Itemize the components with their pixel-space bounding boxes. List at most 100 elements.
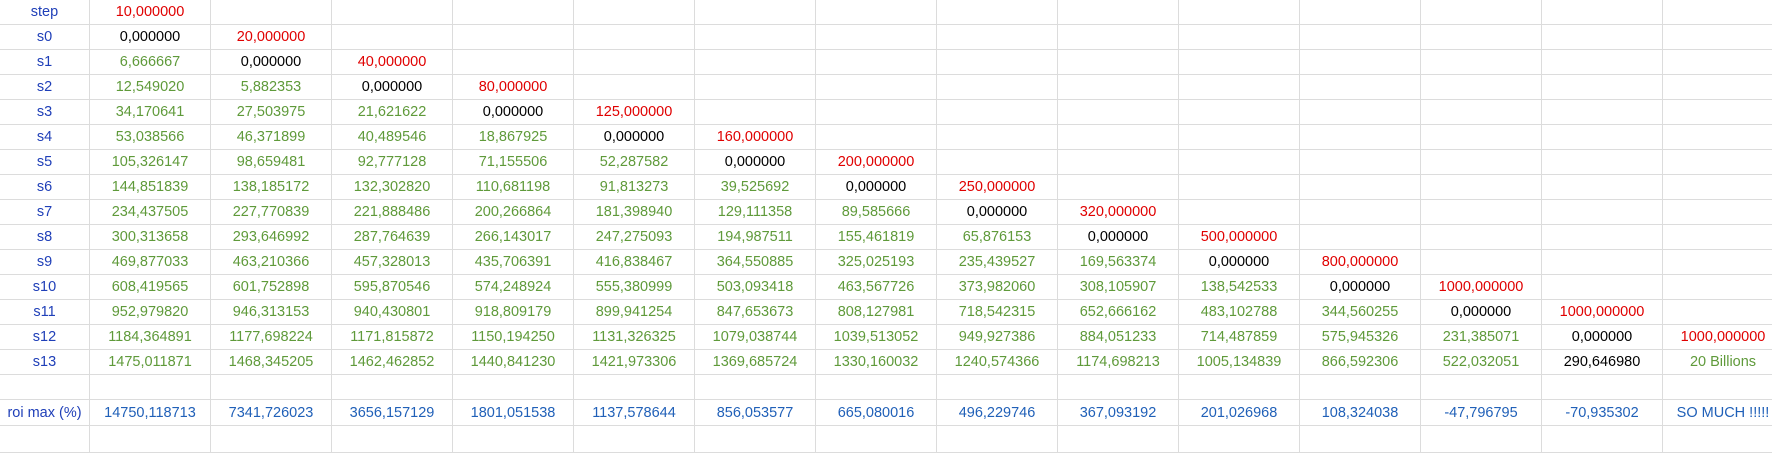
value-cell[interactable]: 1475,011871 xyxy=(90,350,211,375)
value-cell[interactable]: 325,025193 xyxy=(816,250,937,275)
row-label-s10[interactable]: s10 xyxy=(0,275,90,300)
value-cell[interactable]: 138,542533 xyxy=(1179,275,1300,300)
value-cell[interactable]: 1177,698224 xyxy=(211,325,332,350)
empty-cell[interactable] xyxy=(1058,25,1179,50)
roi-value-cell[interactable]: -47,796795 xyxy=(1421,400,1542,426)
empty-cell[interactable] xyxy=(937,25,1058,50)
roi-value-cell[interactable]: 7341,726023 xyxy=(211,400,332,426)
empty-cell[interactable] xyxy=(453,50,574,75)
value-cell[interactable]: 0,000000 xyxy=(574,125,695,150)
empty-cell[interactable] xyxy=(1421,0,1542,25)
value-cell[interactable]: 10,000000 xyxy=(90,0,211,25)
value-cell[interactable]: 847,653673 xyxy=(695,300,816,325)
row-label-s7[interactable]: s7 xyxy=(0,200,90,225)
empty-cell[interactable] xyxy=(816,0,937,25)
empty-cell[interactable] xyxy=(695,25,816,50)
empty-cell[interactable] xyxy=(211,375,332,400)
value-cell[interactable]: 155,461819 xyxy=(816,225,937,250)
roi-value-cell[interactable]: 367,093192 xyxy=(1058,400,1179,426)
value-cell[interactable]: 0,000000 xyxy=(1058,225,1179,250)
value-cell[interactable]: 20 Billions xyxy=(1663,350,1772,375)
value-cell[interactable]: 0,000000 xyxy=(1542,325,1663,350)
empty-cell[interactable] xyxy=(574,426,695,453)
value-cell[interactable]: 575,945326 xyxy=(1300,325,1421,350)
empty-cell[interactable] xyxy=(1663,175,1772,200)
value-cell[interactable]: 46,371899 xyxy=(211,125,332,150)
value-cell[interactable]: 718,542315 xyxy=(937,300,1058,325)
empty-cell[interactable] xyxy=(1542,175,1663,200)
empty-cell[interactable] xyxy=(1663,50,1772,75)
value-cell[interactable]: 18,867925 xyxy=(453,125,574,150)
value-cell[interactable]: 6,666667 xyxy=(90,50,211,75)
empty-cell[interactable] xyxy=(1542,50,1663,75)
empty-cell[interactable] xyxy=(453,25,574,50)
value-cell[interactable]: 1000,000000 xyxy=(1421,275,1542,300)
empty-cell[interactable] xyxy=(574,50,695,75)
value-cell[interactable]: 344,560255 xyxy=(1300,300,1421,325)
empty-cell[interactable] xyxy=(816,75,937,100)
value-cell[interactable]: 129,111358 xyxy=(695,200,816,225)
empty-cell[interactable] xyxy=(1058,375,1179,400)
value-cell[interactable]: 287,764639 xyxy=(332,225,453,250)
empty-cell[interactable] xyxy=(1058,175,1179,200)
value-cell[interactable]: 308,105907 xyxy=(1058,275,1179,300)
empty-cell[interactable] xyxy=(332,25,453,50)
empty-cell[interactable] xyxy=(816,100,937,125)
empty-cell[interactable] xyxy=(1058,100,1179,125)
value-cell[interactable]: 0,000000 xyxy=(1300,275,1421,300)
value-cell[interactable]: 65,876153 xyxy=(937,225,1058,250)
value-cell[interactable]: 0,000000 xyxy=(211,50,332,75)
empty-cell[interactable] xyxy=(1663,25,1772,50)
value-cell[interactable]: 194,987511 xyxy=(695,225,816,250)
value-cell[interactable]: 320,000000 xyxy=(1058,200,1179,225)
empty-cell[interactable] xyxy=(695,50,816,75)
row-label-s12[interactable]: s12 xyxy=(0,325,90,350)
empty-cell[interactable] xyxy=(1300,25,1421,50)
roi-value-cell[interactable]: 201,026968 xyxy=(1179,400,1300,426)
value-cell[interactable]: 1440,841230 xyxy=(453,350,574,375)
value-cell[interactable]: 1171,815872 xyxy=(332,325,453,350)
empty-cell[interactable] xyxy=(1542,225,1663,250)
value-cell[interactable]: 20,000000 xyxy=(211,25,332,50)
value-cell[interactable]: 12,549020 xyxy=(90,75,211,100)
empty-cell[interactable] xyxy=(1179,0,1300,25)
empty-cell[interactable] xyxy=(1542,100,1663,125)
empty-cell[interactable] xyxy=(1421,50,1542,75)
value-cell[interactable]: 884,051233 xyxy=(1058,325,1179,350)
value-cell[interactable]: 457,328013 xyxy=(332,250,453,275)
row-label-s2[interactable]: s2 xyxy=(0,75,90,100)
value-cell[interactable]: 1174,698213 xyxy=(1058,350,1179,375)
empty-cell[interactable] xyxy=(695,0,816,25)
value-cell[interactable]: 608,419565 xyxy=(90,275,211,300)
value-cell[interactable]: 0,000000 xyxy=(332,75,453,100)
value-cell[interactable]: 160,000000 xyxy=(695,125,816,150)
empty-cell[interactable] xyxy=(1179,200,1300,225)
empty-cell[interactable] xyxy=(1663,100,1772,125)
empty-cell[interactable] xyxy=(0,426,90,453)
value-cell[interactable]: 250,000000 xyxy=(937,175,1058,200)
empty-cell[interactable] xyxy=(937,150,1058,175)
value-cell[interactable]: 34,170641 xyxy=(90,100,211,125)
value-cell[interactable]: 899,941254 xyxy=(574,300,695,325)
empty-cell[interactable] xyxy=(1058,0,1179,25)
empty-cell[interactable] xyxy=(1179,25,1300,50)
empty-cell[interactable] xyxy=(1058,426,1179,453)
empty-cell[interactable] xyxy=(937,375,1058,400)
empty-cell[interactable] xyxy=(1300,200,1421,225)
row-label-s9[interactable]: s9 xyxy=(0,250,90,275)
empty-cell[interactable] xyxy=(574,75,695,100)
empty-cell[interactable] xyxy=(695,375,816,400)
empty-cell[interactable] xyxy=(1663,426,1772,453)
value-cell[interactable]: 227,770839 xyxy=(211,200,332,225)
empty-cell[interactable] xyxy=(1663,300,1772,325)
empty-cell[interactable] xyxy=(211,426,332,453)
value-cell[interactable]: 808,127981 xyxy=(816,300,937,325)
value-cell[interactable]: 91,813273 xyxy=(574,175,695,200)
empty-cell[interactable] xyxy=(1421,25,1542,50)
value-cell[interactable]: 1079,038744 xyxy=(695,325,816,350)
empty-cell[interactable] xyxy=(1542,375,1663,400)
roi-value-cell[interactable]: 14750,118713 xyxy=(90,400,211,426)
empty-cell[interactable] xyxy=(1663,150,1772,175)
empty-cell[interactable] xyxy=(937,75,1058,100)
value-cell[interactable]: 266,143017 xyxy=(453,225,574,250)
